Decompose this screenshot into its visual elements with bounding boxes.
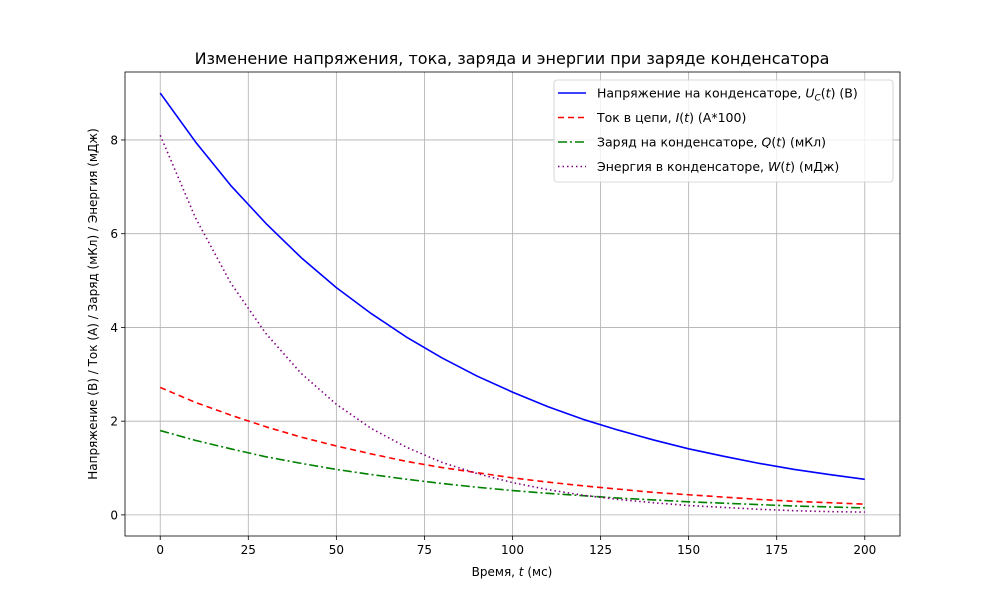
x-tick-label: 100 [501, 543, 524, 557]
series-line-2 [159, 386, 865, 505]
x-tick-label: 150 [677, 543, 700, 557]
y-tick-label: 6 [110, 227, 118, 241]
legend-box [553, 79, 894, 183]
axes: 0 25 50 75 100 125 150 175 200 0 2 4 6 8 [110, 71, 901, 557]
legend-entry-3: Заряд на конденсаторе, Q(t) (мКл) [597, 135, 826, 150]
x-tick-label: 175 [765, 543, 788, 557]
plot-frame [124, 71, 901, 537]
legend-entry-4: Энергия в конденсаторе, W(t) (мДж) [597, 159, 839, 174]
y-axis-label: Напряжение (В) / Ток (А) / Заряд (мКл) /… [86, 128, 100, 480]
y-tick-label: 8 [110, 133, 118, 147]
x-tick-label: 200 [853, 543, 876, 557]
legend-entry-2: Ток в цепи, I(t) (А*100) [596, 110, 746, 125]
x-tick-label: 75 [417, 543, 432, 557]
x-tick-label: 0 [156, 543, 164, 557]
y-tick-label: 0 [110, 508, 118, 522]
series-lines [159, 92, 865, 513]
y-tick-label: 4 [110, 321, 118, 335]
x-tick-label: 25 [241, 543, 256, 557]
series-line-1 [159, 92, 865, 481]
series-line-3 [160, 429, 865, 509]
chart-title: Изменение напряжения, тока, заряда и эне… [195, 49, 830, 68]
legend-entry-1: Напряжение на конденсаторе, UC(t) (В) [597, 86, 858, 104]
x-tick-label: 125 [589, 543, 612, 557]
series-line-4 [159, 134, 865, 513]
legend: Напряжение на конденсаторе, UC(t) (В) Ток… [553, 79, 894, 183]
x-axis-label: Время, t (мс) [472, 565, 553, 579]
y-tick-label: 2 [110, 415, 118, 429]
x-tick-label: 50 [329, 543, 344, 557]
